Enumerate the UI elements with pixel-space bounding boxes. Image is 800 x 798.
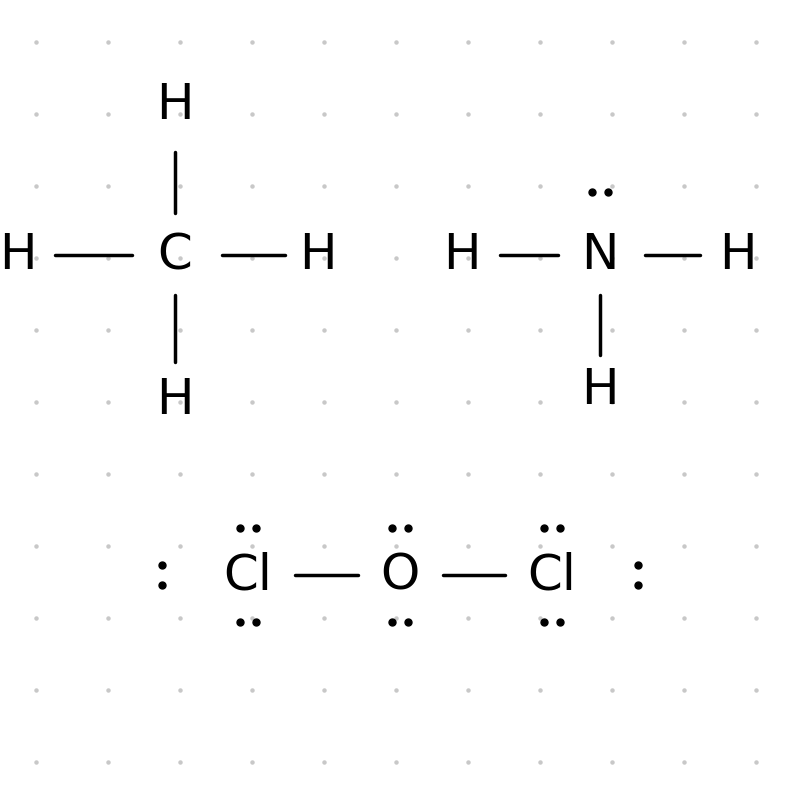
Text: C: C xyxy=(158,231,193,279)
Text: Cl: Cl xyxy=(223,551,273,599)
Text: H: H xyxy=(156,81,194,129)
Text: H: H xyxy=(719,231,757,279)
Text: H: H xyxy=(299,231,337,279)
Text: Cl: Cl xyxy=(527,551,577,599)
Text: H: H xyxy=(0,231,37,279)
Text: N: N xyxy=(582,231,618,279)
Text: H: H xyxy=(443,231,481,279)
Text: H: H xyxy=(582,366,618,414)
Text: H: H xyxy=(156,376,194,424)
Text: O: O xyxy=(380,551,420,599)
